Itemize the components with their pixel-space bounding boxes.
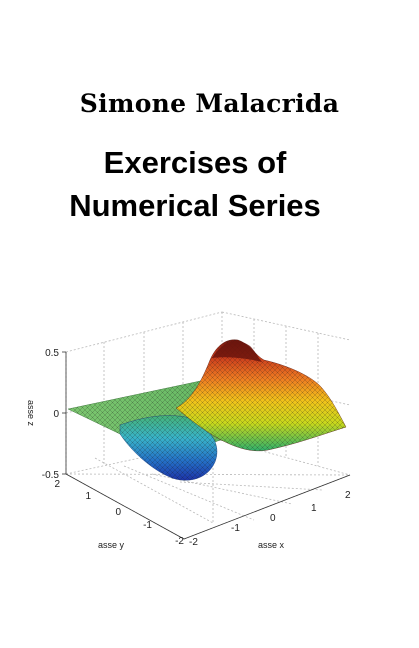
z-tick-label: 0 xyxy=(53,409,59,420)
x-tick-labels: -2 -1 0 1 2 xyxy=(189,490,351,548)
y-tick-label: 1 xyxy=(85,491,91,502)
y-tick-labels: 2 1 0 -1 -2 xyxy=(54,479,184,547)
author-name: Simone Malacrida xyxy=(79,89,340,118)
surface xyxy=(67,339,347,481)
surface-plot-3d: 0.5 0 -0.5 asse z 2 1 0 -1 -2 asse y -2 … xyxy=(26,311,351,550)
x-tick-label: -1 xyxy=(231,523,240,534)
x-tick-label: 0 xyxy=(270,513,276,524)
book-title: Exercises of Numerical Series xyxy=(0,141,390,227)
y-axis xyxy=(65,473,185,540)
z-axis-label: asse z xyxy=(26,400,36,427)
y-tick-label: 2 xyxy=(54,479,60,490)
y-tick-label: -1 xyxy=(143,520,152,531)
surface-peak-crest xyxy=(212,341,262,362)
x-axis xyxy=(183,474,351,540)
x-axis-label: asse x xyxy=(258,540,285,550)
z-axis xyxy=(62,351,67,475)
book-title-line-2: Numerical Series xyxy=(69,188,321,223)
surface-valley-mesh xyxy=(120,415,218,481)
x-tick-label: -2 xyxy=(189,537,198,548)
surface-peak-mesh xyxy=(176,339,346,451)
book-title-line-1: Exercises of xyxy=(103,145,287,180)
y-axis-label: asse y xyxy=(98,540,125,550)
y-tick-label: -2 xyxy=(175,536,184,547)
x-tick-label: 1 xyxy=(311,503,317,514)
z-tick-labels: 0.5 0 -0.5 xyxy=(42,348,60,481)
z-tick-label: -0.5 xyxy=(42,470,60,481)
z-tick-label: 0.5 xyxy=(45,348,59,359)
x-tick-label: 2 xyxy=(345,490,351,501)
y-tick-label: 0 xyxy=(115,507,121,518)
